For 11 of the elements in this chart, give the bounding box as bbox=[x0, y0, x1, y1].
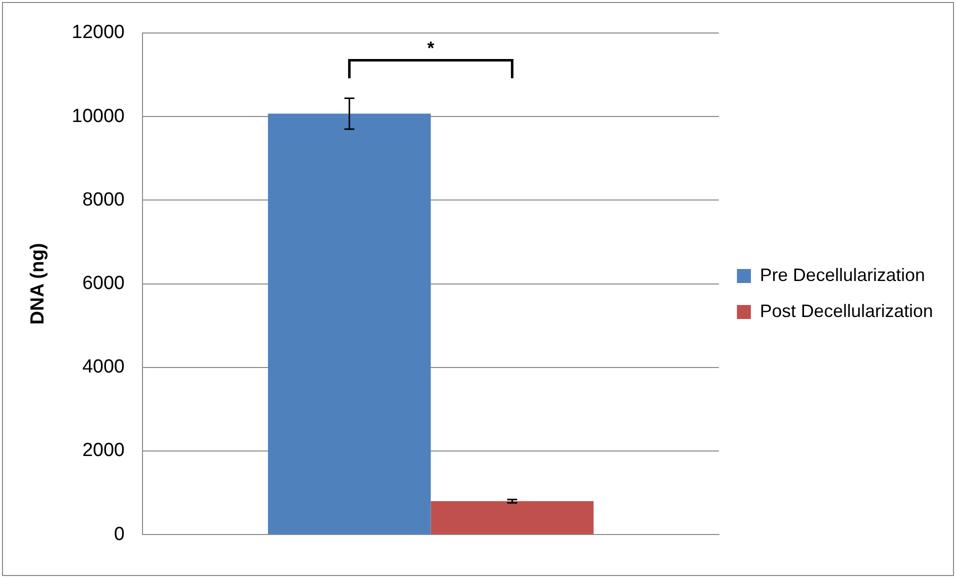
y-tick-label: 10000 bbox=[72, 106, 125, 127]
y-tick-label: 6000 bbox=[82, 273, 125, 294]
y-tick-label: 4000 bbox=[82, 356, 125, 378]
y-tick-label: 0 bbox=[114, 524, 125, 545]
legend-label: Pre Decellularization bbox=[760, 264, 925, 285]
legend-label: Post Decellularization bbox=[760, 300, 934, 321]
y-axis-title: DNA (ng) bbox=[28, 242, 49, 325]
y-tick-label: 8000 bbox=[82, 189, 125, 210]
y-tick-label: 12000 bbox=[72, 22, 125, 44]
annotation: * bbox=[427, 38, 434, 58]
y-tick-label: 2000 bbox=[82, 440, 125, 462]
